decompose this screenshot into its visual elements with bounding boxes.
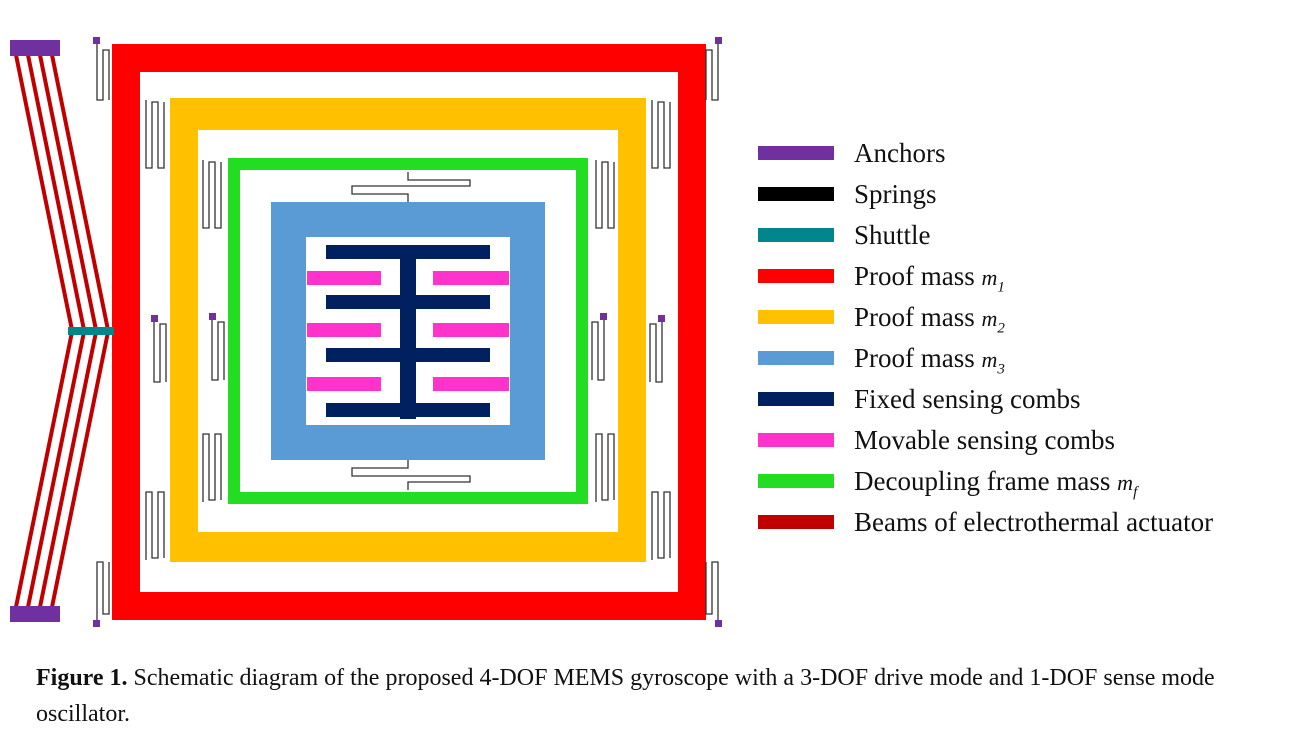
legend-item: Proof mass m1 [758,259,1315,300]
caption-label: Figure 1. [36,665,128,691]
fixed-sensing-combs [326,245,490,419]
legend-label: Decoupling frame mass mf [854,466,1138,501]
gyroscope-schematic [10,37,722,627]
anchor [715,620,722,627]
anchor [151,315,158,322]
legend: Anchors Springs Shuttle Proof mass m1 Proof … [758,136,1315,546]
fixed-comb-finger [326,245,490,259]
movable-comb-finger [307,271,381,285]
fixed-comb-finger [326,403,490,417]
legend-item: Springs [758,177,1315,218]
legend-label: Proof mass m2 [854,302,1005,337]
legend-swatch [758,269,834,283]
legend-label: Anchors [854,138,946,168]
legend-swatch [758,310,834,324]
caption-text: Schematic diagram of the proposed 4-DOF … [36,665,1215,727]
anchor [93,620,100,627]
anchor [209,313,216,320]
legend-swatch [758,515,834,529]
anchor [658,315,665,322]
legend-item: Fixed sensing combs [758,382,1315,423]
legend-swatch [758,351,834,365]
legend-label: Movable sensing combs [854,425,1115,455]
legend-swatch [758,146,834,160]
anchor [715,37,722,44]
shuttle [68,327,114,335]
legend-item: Anchors [758,136,1315,177]
movable-comb-finger [307,323,381,337]
anchor [10,40,60,56]
legend-swatch [758,392,834,406]
movable-comb-finger [433,271,509,285]
legend-label: Proof mass m3 [854,343,1005,378]
legend-label: Proof mass m1 [854,261,1005,296]
legend-swatch [758,433,834,447]
anchor [93,37,100,44]
fixed-comb-finger [326,295,490,309]
anchors [10,37,722,627]
legend-item: Movable sensing combs [758,423,1315,464]
movable-comb-finger [433,377,509,391]
anchor [10,606,60,622]
legend-item: Beams of electrothermal actuator [758,505,1315,546]
legend-label: Beams of electrothermal actuator [854,507,1214,537]
legend-item: Decoupling frame mass mf [758,464,1315,505]
fixed-comb-spine [400,245,416,419]
legend-item: Proof mass m3 [758,341,1315,382]
electrothermal-actuator-beams [14,54,110,608]
legend-label: Springs [854,179,937,209]
figure-caption: Figure 1. Schematic diagram of the propo… [36,660,1296,732]
movable-comb-finger [433,323,509,337]
legend-label: Shuttle [854,220,931,250]
legend-swatch [758,187,834,201]
legend-item: Shuttle [758,218,1315,259]
legend-item: Proof mass m2 [758,300,1315,341]
movable-sensing-combs [307,271,509,391]
movable-comb-finger [307,377,381,391]
anchor [600,313,607,320]
fixed-comb-finger [326,348,490,362]
legend-swatch [758,474,834,488]
legend-label: Fixed sensing combs [854,384,1081,414]
legend-swatch [758,228,834,242]
springs [96,44,719,620]
